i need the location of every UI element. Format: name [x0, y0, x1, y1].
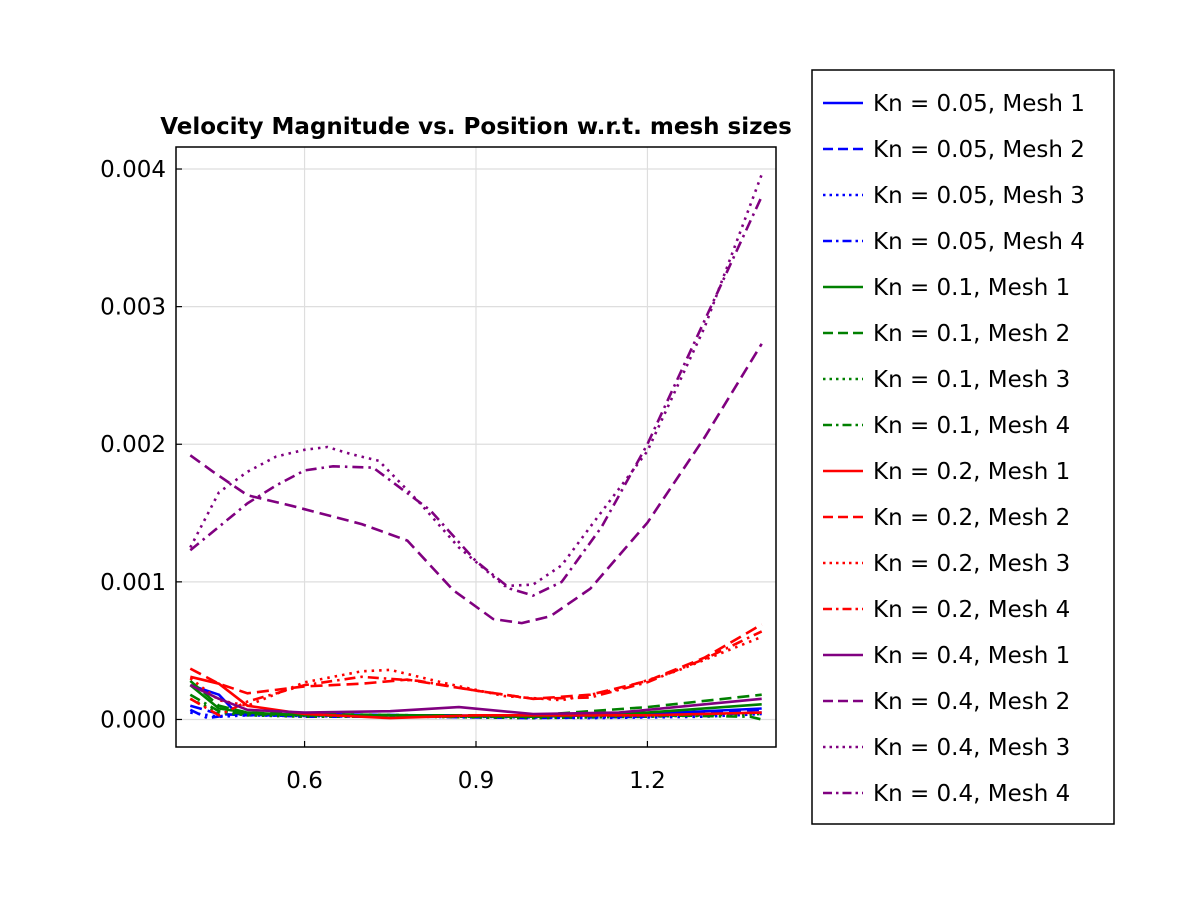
legend-entry-label: Kn = 0.2, Mesh 1	[873, 459, 1070, 485]
legend-entry-label: Kn = 0.2, Mesh 3	[873, 551, 1070, 577]
series-line	[189, 683, 762, 716]
legend-entry-label: Kn = 0.05, Mesh 4	[873, 229, 1085, 255]
legend-entry-label: Kn = 0.1, Mesh 4	[873, 413, 1070, 439]
y-tick-label: 0.000	[100, 707, 166, 733]
grid-lines	[176, 147, 776, 747]
x-tick-label: 0.6	[286, 768, 323, 794]
series-line	[189, 635, 763, 708]
legend-entry-label: Kn = 0.05, Mesh 1	[873, 91, 1085, 117]
legend-entry-label: Kn = 0.1, Mesh 1	[873, 275, 1070, 301]
legend-entry-label: Kn = 0.4, Mesh 3	[873, 735, 1070, 761]
y-tick-label: 0.001	[100, 570, 166, 596]
chart-title: Velocity Magnitude vs. Position w.r.t. m…	[160, 114, 792, 140]
legend-entry-label: Kn = 0.4, Mesh 2	[873, 689, 1070, 715]
x-tick-label: 0.9	[458, 768, 495, 794]
legend-entry-label: Kn = 0.05, Mesh 3	[873, 183, 1085, 209]
y-axis-ticks: 0.000 0.001 0.002 0.003 0.004	[100, 157, 182, 733]
legend-entry-label: Kn = 0.1, Mesh 3	[873, 367, 1070, 393]
series-layer	[189, 174, 763, 721]
y-tick-label: 0.004	[100, 157, 166, 183]
legend-entry-label: Kn = 0.2, Mesh 2	[873, 505, 1070, 531]
y-tick-label: 0.003	[100, 295, 166, 321]
series-line	[189, 195, 763, 597]
legend-entry-label: Kn = 0.2, Mesh 4	[873, 597, 1070, 623]
y-tick-label: 0.002	[100, 432, 166, 458]
series-line	[189, 343, 763, 625]
legend-entry-label: Kn = 0.05, Mesh 2	[873, 137, 1085, 163]
series-line	[189, 675, 762, 720]
legend: Kn = 0.05, Mesh 1 Kn = 0.05, Mesh 2 Kn = 0…	[811, 69, 1115, 825]
series-line	[189, 630, 763, 717]
legend-entry-label: Kn = 0.4, Mesh 1	[873, 643, 1070, 669]
legend-entry-label: Kn = 0.4, Mesh 4	[873, 781, 1070, 807]
x-tick-label: 1.2	[629, 768, 666, 794]
legend-entry-label: Kn = 0.1, Mesh 2	[873, 321, 1070, 347]
series-line	[189, 679, 762, 717]
x-axis-ticks: 0.6 0.9 1.2	[286, 741, 666, 794]
